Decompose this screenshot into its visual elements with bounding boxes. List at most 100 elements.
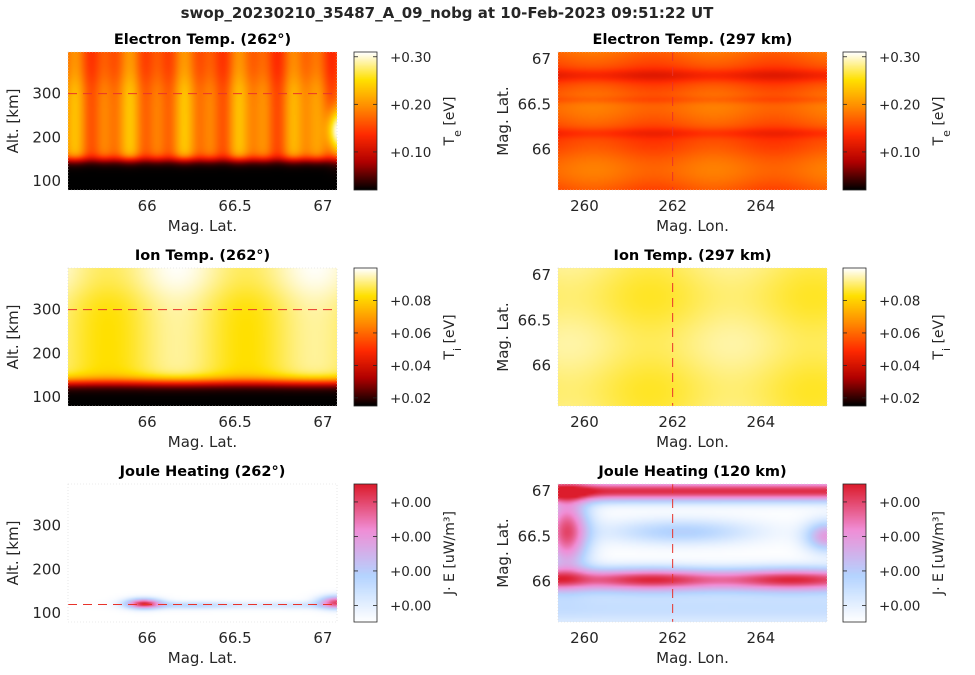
colorbar <box>843 484 866 622</box>
y-tick-label: 66.5 <box>518 311 551 329</box>
y-tick-label: 300 <box>32 517 61 535</box>
colorbar-tick-label: +0.20 <box>390 97 431 113</box>
colorbar-tick-label: +0.10 <box>879 145 920 161</box>
y-axis-label: Alt. [km] <box>4 89 22 154</box>
colorbar-frame <box>842 483 867 623</box>
panels-container: Electron Temp. (262°) 66 66.5 67 100 200 300 Ma… <box>4 32 953 667</box>
colorbar-tick-label: +0.08 <box>879 293 920 309</box>
y-axis-label: Alt. [km] <box>4 305 22 370</box>
colorbar-tick-label: +0.00 <box>879 495 920 511</box>
colorbar-label: Ti [eV] <box>931 314 953 360</box>
colorbar-frame <box>842 267 867 407</box>
x-tick-label: 264 <box>747 629 776 647</box>
colorbar-tick-label: +0.00 <box>390 598 431 614</box>
x-tick-label: 66 <box>138 197 157 215</box>
y-tick-label: 66 <box>532 140 551 158</box>
x-tick-label: 66 <box>138 413 157 431</box>
colorbar-tick-label: +0.20 <box>879 97 920 113</box>
y-axis-label: Mag. Lat. <box>494 518 512 587</box>
colorbar-tick-label: +0.02 <box>390 391 431 407</box>
y-tick-label: 100 <box>32 172 61 190</box>
colorbar-label: J· E [uW/m³] <box>931 511 947 596</box>
panel-ti-map: Ion Temp. (297 km) 260 262 264 66 66.5 67 Mag. … <box>494 248 953 451</box>
y-tick-label: 300 <box>32 301 61 319</box>
colorbar-tick-label: +0.10 <box>390 145 431 161</box>
colorbar-tick-label: +0.06 <box>390 326 431 342</box>
colorbar <box>354 52 377 190</box>
colorbar-label: Ti [eV] <box>442 314 464 360</box>
panel-title: Joule Heating (120 km) <box>597 464 786 480</box>
colorbar-tick-label: +0.04 <box>390 358 431 374</box>
x-tick-label: 66.5 <box>218 413 251 431</box>
x-tick-label: 260 <box>570 629 599 647</box>
colorbar-tick-label: +0.30 <box>879 50 920 66</box>
colorbar-label: Te [eV] <box>931 97 953 147</box>
x-tick-label: 264 <box>747 413 776 431</box>
colorbar-tick-label: +0.06 <box>879 326 920 342</box>
x-tick-label: 67 <box>313 197 332 215</box>
colorbar-tick-label: +0.04 <box>879 358 920 374</box>
x-tick-label: 260 <box>570 197 599 215</box>
x-axis-label: Mag. Lat. <box>168 433 237 451</box>
colorbar <box>843 268 866 406</box>
y-tick-label: 200 <box>32 560 61 578</box>
axes-frame <box>557 51 828 191</box>
colorbar-tick-label: +0.00 <box>879 564 920 580</box>
colorbar-frame <box>353 267 378 407</box>
panel-title: Joule Heating (262°) <box>119 464 286 480</box>
colorbar-label: J· E [uW/m³] <box>442 511 458 596</box>
y-tick-label: 200 <box>32 344 61 362</box>
heatmap-image <box>68 484 337 622</box>
panel-te-map: Electron Temp. (297 km) 260 262 264 66 66.5 67… <box>494 32 953 235</box>
heatmap-image <box>558 52 827 190</box>
x-tick-label: 66.5 <box>218 197 251 215</box>
panel-jh-alt: Joule Heating (262°) 66 66.5 67 100 200 300 Mag… <box>4 464 458 667</box>
colorbar <box>354 484 377 622</box>
y-tick-label: 66.5 <box>518 527 551 545</box>
x-tick-label: 260 <box>570 413 599 431</box>
x-tick-label: 66.5 <box>218 629 251 647</box>
colorbar-tick-label: +0.00 <box>390 495 431 511</box>
colorbar-tick-label: +0.08 <box>390 293 431 309</box>
colorbar-tick-label: +0.00 <box>879 598 920 614</box>
panel-title: Electron Temp. (262°) <box>114 32 291 48</box>
heatmap-image <box>558 484 827 622</box>
colorbar-frame <box>353 51 378 191</box>
y-tick-label: 67 <box>532 50 551 68</box>
y-axis-label: Mag. Lat. <box>494 86 512 155</box>
axes-frame <box>67 267 338 407</box>
axes-frame <box>557 267 828 407</box>
colorbar <box>354 268 377 406</box>
y-axis-label: Mag. Lat. <box>494 302 512 371</box>
x-axis-label: Mag. Lat. <box>168 649 237 667</box>
y-tick-label: 67 <box>532 266 551 284</box>
x-axis-label: Mag. Lon. <box>656 649 729 667</box>
colorbar-tick-label: +0.30 <box>390 50 431 66</box>
heatmap-image <box>68 268 337 406</box>
x-tick-label: 264 <box>747 197 776 215</box>
y-tick-label: 66.5 <box>518 95 551 113</box>
heatmap-image <box>68 52 337 190</box>
x-tick-label: 262 <box>658 413 687 431</box>
x-tick-label: 67 <box>313 629 332 647</box>
x-axis-label: Mag. Lat. <box>168 217 237 235</box>
y-tick-label: 67 <box>532 482 551 500</box>
panel-title: Electron Temp. (297 km) <box>593 32 793 48</box>
colorbar-tick-label: +0.02 <box>879 391 920 407</box>
y-tick-label: 200 <box>32 128 61 146</box>
figure-title: swop_20230210_35487_A_09_nobg at 10-Feb-… <box>181 4 715 22</box>
y-tick-label: 66 <box>532 572 551 590</box>
y-tick-label: 66 <box>532 356 551 374</box>
colorbar-label: Te [eV] <box>442 97 464 147</box>
y-axis-label: Alt. [km] <box>4 521 22 586</box>
axes-frame <box>557 483 828 623</box>
y-tick-label: 100 <box>32 388 61 406</box>
panel-title: Ion Temp. (297 km) <box>614 248 772 264</box>
panel-te-alt: Electron Temp. (262°) 66 66.5 67 100 200 300 Ma… <box>4 32 464 235</box>
x-axis-label: Mag. Lon. <box>656 433 729 451</box>
x-tick-label: 262 <box>658 629 687 647</box>
x-tick-label: 262 <box>658 197 687 215</box>
x-axis-label: Mag. Lon. <box>656 217 729 235</box>
x-tick-label: 67 <box>313 413 332 431</box>
heatmap-image <box>558 268 827 406</box>
